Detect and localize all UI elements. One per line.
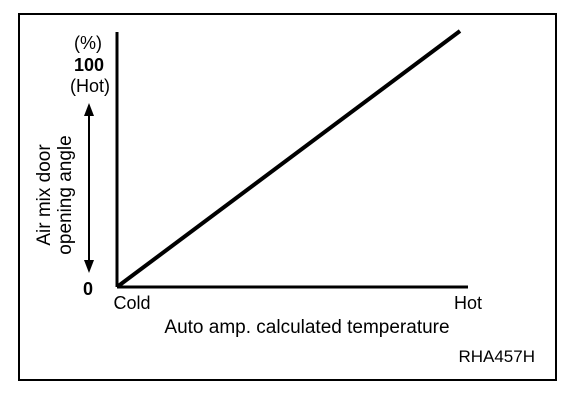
- figure-frame: [18, 13, 557, 381]
- y-top-sublabel: (Hot): [70, 76, 110, 96]
- x-tick-label-hot: Hot: [454, 293, 482, 313]
- y-axis-double-arrow: [84, 103, 94, 273]
- x-tick-label-cold: Cold: [113, 293, 150, 313]
- reference-code: RHA457H: [458, 347, 535, 366]
- x-axis-label: Auto amp. calculated temperature: [164, 317, 449, 338]
- series-line-1: [115, 29, 462, 289]
- y-unit-label: (%): [74, 33, 102, 53]
- y-axis-label-line-2: opening angle: [55, 135, 76, 254]
- y-axis-label-line-1: Air mix door: [34, 144, 55, 246]
- series-layer: [115, 29, 462, 289]
- y-tick-label-min: 0: [83, 279, 93, 299]
- y-tick-label-max: 100: [74, 55, 104, 75]
